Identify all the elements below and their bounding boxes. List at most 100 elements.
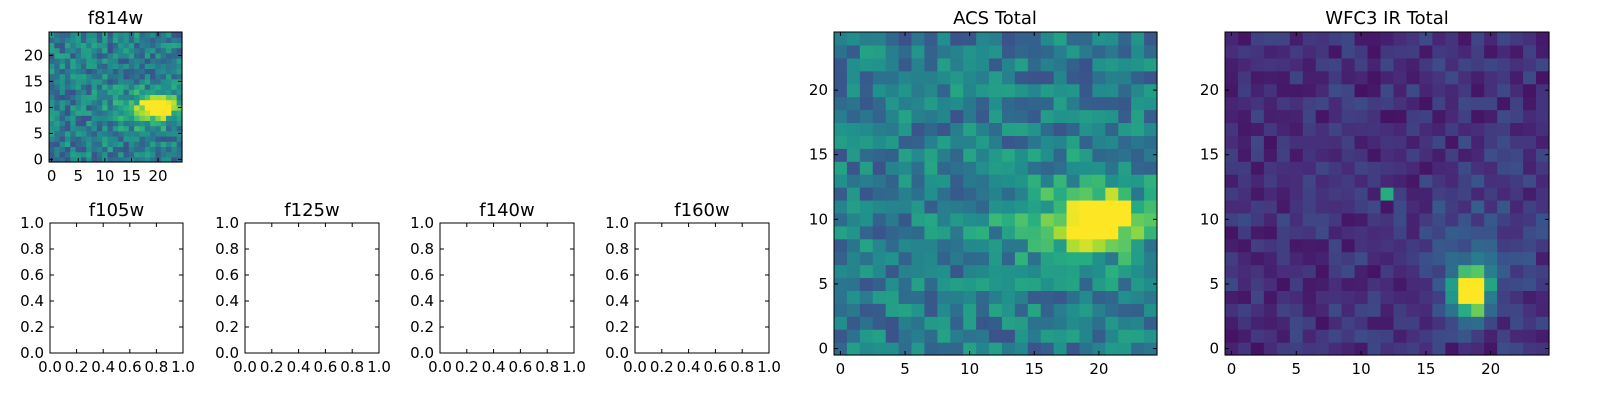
heatmap-cell [1497,264,1511,279]
heatmap-cell [1105,290,1119,304]
heatmap-cell [80,151,87,158]
heatmap-cell [1523,161,1537,175]
heatmap-cell [911,70,926,85]
heatmap-cell [950,225,964,240]
heatmap-cell [1419,316,1433,330]
heatmap-cell [1014,212,1029,227]
heatmap-cell [118,130,125,137]
heatmap-cell [1510,148,1524,162]
heatmap-cell [176,84,183,90]
heatmap-cell [1328,303,1343,317]
heatmap-cell [91,156,98,163]
heatmap-cell [1079,109,1093,124]
heatmap-cell [1432,199,1446,214]
heatmap-cell [128,151,135,158]
heatmap-cell [1092,225,1106,240]
heatmap-cell [1406,264,1420,279]
heatmap-cell [91,136,98,142]
heatmap-cell [160,104,167,111]
heatmap-cell [1053,148,1068,162]
heatmap-cell [160,115,167,121]
heatmap-cell [1263,238,1278,253]
heatmap-cell [166,84,172,90]
heatmap-cell [1105,329,1119,343]
heatmap-cell [1458,44,1472,59]
panel-f140w: f140w 0.0 0.2 0.4 0.6 0.8 1.00.00.20.40.60.81… [410,200,586,376]
heatmap-cell [1237,316,1252,330]
heatmap-cell [139,58,146,64]
heatmap-cell [54,104,61,111]
heatmap-cell [144,130,151,137]
heatmap-cell [160,94,167,101]
heatmap-cell [70,42,77,49]
heatmap-cell [911,303,926,317]
heatmap-cell [924,264,938,279]
heatmap-cell [1250,225,1265,240]
heatmap-cell [139,125,146,132]
heatmap-cell [128,94,135,101]
heatmap-cell [846,161,861,175]
heatmap-cell [1263,161,1278,175]
heatmap-cell [1393,329,1408,343]
heatmap-cell [102,115,109,121]
heatmap-cell [1001,329,1016,343]
heatmap-cell [160,156,167,163]
heatmap-cell [1040,83,1055,98]
x-tick-label: 1.0 [562,358,586,376]
heatmap-cell [1393,342,1408,356]
heatmap-cell [150,32,156,38]
heatmap-cell [885,70,900,85]
heatmap-cell [1458,277,1472,291]
heatmap-cell [846,135,861,149]
heatmap-cell [1406,212,1420,227]
heatmap-cell [139,104,146,111]
heatmap-cell [1225,174,1239,188]
heatmap-cell [1341,109,1356,124]
heatmap-cell [1497,161,1511,175]
heatmap-cell [1341,277,1356,291]
heatmap-cell [59,89,66,95]
heatmap-cell [70,58,77,64]
heatmap-cell [1536,251,1550,266]
heatmap-cell [1027,161,1042,175]
heatmap-cell [1040,199,1055,214]
heatmap-cell [80,78,87,85]
heatmap-cell [1237,32,1252,46]
y-tick-label: 15 [809,146,828,164]
heatmap-cell [1341,342,1356,356]
heatmap-cell [96,141,103,147]
heatmap-cell [1536,290,1550,304]
heatmap-cell [1497,174,1511,188]
heatmap-cell [1367,251,1382,266]
heatmap-cell [1536,212,1550,227]
heatmap-cell [950,251,964,266]
heatmap-cell [885,174,900,188]
heatmap-cell [1302,316,1317,330]
heatmap-cell [1237,148,1252,162]
heatmap-cell [128,141,135,147]
heatmap-cell [1053,212,1068,227]
heatmap-cell [898,135,913,149]
panel-title: f125w [284,200,339,221]
heatmap-cell [1225,135,1239,149]
heatmap-cell [1484,148,1498,162]
heatmap-cell [885,225,900,240]
heatmap-cell [834,70,848,85]
heatmap-cell [139,78,146,85]
heatmap-cell [155,47,162,54]
heatmap-cell [102,52,109,59]
heatmap-cell [1471,32,1485,46]
heatmap-cell [1027,70,1042,85]
heatmap-cell [1276,174,1291,188]
heatmap-cell [86,94,93,101]
heatmap-cell [1367,303,1382,317]
heatmap-cell [64,104,71,111]
heatmap-cell [1458,32,1472,46]
heatmap-cell [1105,316,1119,330]
heatmap-cell [107,156,114,163]
heatmap-cell [91,42,98,49]
heatmap-cell [1458,57,1472,72]
heatmap-cell [150,78,156,85]
heatmap-cell [1250,212,1265,227]
heatmap-cell [963,96,977,111]
